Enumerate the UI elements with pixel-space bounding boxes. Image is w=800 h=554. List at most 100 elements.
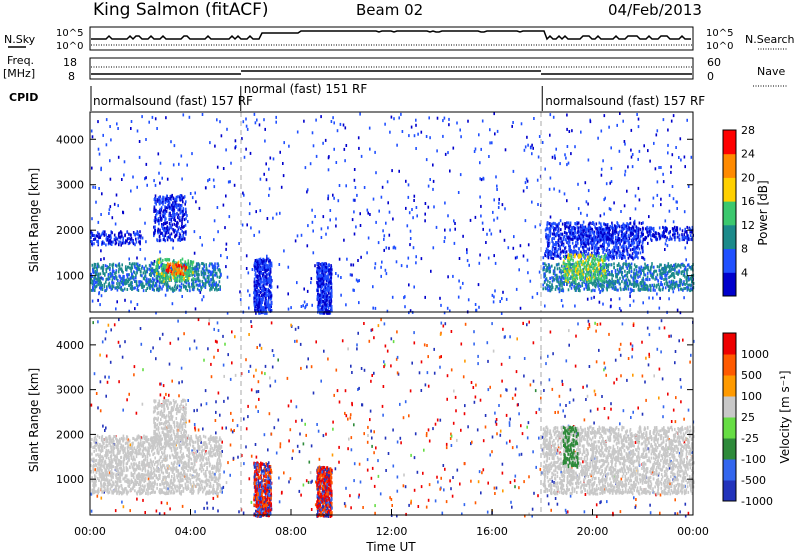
echo-cell [616,268,619,272]
echo-cell [577,234,580,238]
echo-cell [171,302,174,306]
echo-cell [118,264,121,268]
echo-cell [178,162,180,166]
echo-cell [110,138,112,142]
echo-cell [126,279,129,283]
nsky-panel [89,26,694,51]
echo-cell [142,289,145,293]
echo-cell [203,276,206,280]
echo-cell [603,114,606,118]
echo-cell [553,252,555,256]
echo-cell [322,306,324,310]
echo-cell [169,205,171,209]
echo-cell [266,264,269,268]
echo-cell [549,234,551,238]
echo-cell [266,293,268,297]
echo-cell [330,264,332,268]
echo-cell [561,232,564,236]
echo-cell [338,184,341,187]
echo-cell [143,275,146,279]
echo-cell [487,256,490,260]
echo-cell [415,261,417,265]
echo-cell [265,263,268,267]
echo-cell [671,285,673,289]
echo-cell [200,273,203,276]
echo-cell [551,279,554,283]
echo-cell [626,226,628,230]
echo-cell [169,234,171,238]
echo-cell [162,198,165,202]
echo-cell [616,221,618,225]
echo-cell [186,268,189,272]
echo-cell [198,206,201,210]
echo-cell [166,286,168,289]
echo-cell [639,251,642,255]
echo-cell [650,265,653,269]
echo-cell [660,166,662,169]
echo-cell [147,283,150,287]
echo-cell [180,204,183,207]
echo-cell [144,271,147,275]
echo-cell [168,197,170,201]
echo-cell [121,178,123,181]
echo-cell [162,201,164,205]
echo-cell [164,258,166,262]
echo-cell [110,230,112,234]
echo-cell [169,268,171,272]
echo-cell [256,292,258,296]
echo-cell [91,240,93,244]
echo-cell [138,268,141,272]
echo-cell [614,285,617,289]
echo-cell [139,240,141,244]
echo-cell [610,263,613,267]
echo-cell [556,249,559,253]
echo-cell [321,262,323,266]
echo-cell [179,274,182,278]
echo-cell [686,273,688,277]
echo-cell [411,208,413,211]
echo-cell [663,264,666,268]
echo-cell [655,133,658,137]
echo-cell [141,265,144,269]
echo-cell [551,264,553,268]
echo-cell [646,264,649,267]
echo-cell [580,130,582,134]
echo-cell [94,186,97,189]
echo-cell [617,263,619,267]
echo-cell [599,214,602,218]
echo-cell [111,287,113,291]
echo-cell [633,263,636,267]
echo-cell [574,304,576,308]
echo-cell [416,214,418,218]
echo-cell [635,250,638,254]
echo-cell [546,266,549,269]
echo-cell [638,285,640,288]
echo-cell [186,276,189,280]
echo-cell [492,300,495,304]
echo-cell [668,267,671,271]
echo-cell [201,243,203,247]
echo-cell [615,251,617,255]
echo-cell [122,278,125,282]
echo-cell [625,287,628,291]
echo-cell [112,262,115,266]
echo-cell [353,210,355,214]
echo-cell [543,275,545,279]
echo-cell [190,266,193,270]
echo-cell [374,266,376,270]
echo-cell [269,308,272,312]
echo-cell [542,287,544,291]
echo-cell [524,181,527,185]
echo-cell [555,285,557,289]
echo-cell [121,241,124,245]
echo-cell [444,228,446,232]
echo-cell [401,130,404,133]
echo-cell [531,152,533,156]
echo-cell [575,222,577,226]
echo-cell [533,117,535,120]
echo-cell [159,228,161,232]
echo-cell [547,266,550,270]
echo-cell [636,265,638,269]
echo-cell [557,242,559,246]
echo-cell [172,260,174,264]
